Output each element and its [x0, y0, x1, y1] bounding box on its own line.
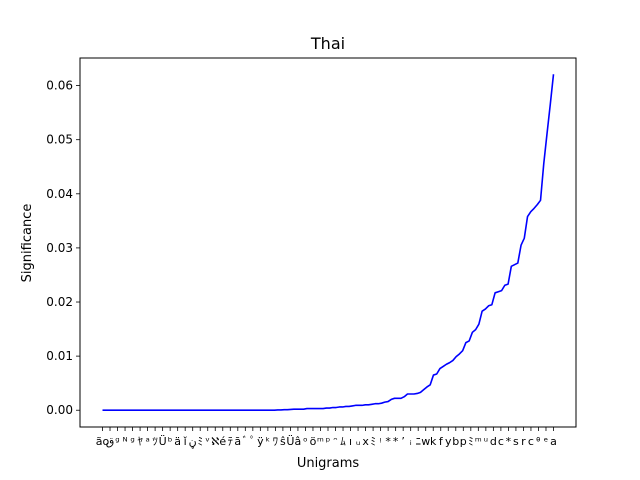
x-tick-label: ℵ: [211, 435, 219, 448]
x-tick-label: ᶢ: [115, 435, 119, 448]
x-tick-label: ᵎ: [380, 435, 382, 448]
x-tick-label: ᵛ: [205, 435, 210, 448]
x-tick-label: ᵐ: [317, 435, 324, 448]
x-tick-label: d: [490, 435, 497, 448]
x-tick-label: ᵒ: [303, 435, 308, 448]
x-tick-label: x: [362, 435, 369, 448]
x-tick-label: *: [506, 435, 512, 448]
x-tick-label: ᵐ: [475, 435, 482, 448]
x-tick-label: b: [452, 435, 459, 448]
x-tick-label: ﾐ: [468, 435, 474, 448]
x-tick-label: p: [460, 435, 467, 448]
y-tick-label: 0.06: [46, 79, 73, 93]
x-tick-label: ’: [401, 435, 405, 448]
x-tick-label: ŝ: [280, 435, 286, 448]
y-tick-label: 0.02: [46, 295, 73, 309]
x-tick-label: w: [421, 435, 430, 448]
x-tick-label: ᵢ: [410, 435, 412, 448]
y-tick-label: 0.04: [46, 187, 73, 201]
x-tick-label: ﾔ: [137, 435, 143, 448]
x-tick-label: ÿ: [257, 435, 264, 448]
x-tick-label: ﾆ: [415, 435, 421, 448]
x-tick-label: ão: [96, 435, 110, 448]
x-tick-label: ö: [310, 435, 317, 448]
x-tick-label: ᵘ: [484, 435, 488, 448]
x-tick-label: ǐ: [183, 435, 188, 448]
x-tick-label: ᵇ: [168, 435, 173, 448]
x-tick-label: *: [393, 435, 399, 448]
x-tick-label: *: [385, 435, 391, 448]
x-tick-label: ı: [349, 435, 352, 448]
x-tick-label: ﾂ: [152, 435, 158, 448]
x-tick-label: Ü: [286, 435, 294, 448]
x-tick-label: ᶿ: [536, 435, 541, 448]
series-line: [102, 74, 555, 412]
x-tick-label: ﾑ: [340, 435, 346, 448]
x-axis-label: Unigrams: [297, 456, 360, 471]
x-tick-label: â: [295, 435, 302, 448]
x-tick-label: ᵖ: [326, 435, 331, 448]
x-tick-label: a: [550, 435, 557, 448]
y-tick-label: 0.03: [46, 241, 73, 255]
plot-background: [80, 58, 576, 427]
x-tick-label: ᵔ: [333, 435, 338, 448]
x-tick-label: ﾃ: [228, 435, 234, 448]
x-tick-label: ā: [234, 435, 241, 448]
x-tick-label: ᵏ: [266, 435, 271, 448]
x-tick-label: ﾐ: [370, 435, 376, 448]
y-tick-label: 0.00: [46, 403, 73, 417]
x-tick-label: r: [521, 435, 526, 448]
x-tick-label: é: [219, 435, 226, 448]
chart-title: Thai: [310, 34, 345, 53]
y-axis-ticks: 0.00 0.01 0.02 0.03 0.04 0.05 0.06: [46, 79, 80, 417]
x-tick-label: Ü: [159, 435, 167, 448]
x-tick-label: ᵤ: [356, 435, 360, 448]
x-tick-label: ä: [174, 435, 181, 448]
x-tick-label: s: [513, 435, 519, 448]
x-tick-label: ﾟ: [250, 435, 256, 448]
x-tick-label: ﾞ: [243, 435, 249, 448]
plot-frame: [79, 57, 577, 428]
x-tick-label: ᵍ: [130, 435, 134, 448]
x-tick-label: k: [430, 435, 437, 448]
x-tick-label: ڼ: [189, 435, 197, 449]
x-tick-label: ᴺ: [122, 435, 127, 448]
x-tick-label: ᵃ: [145, 435, 149, 448]
x-tick-label: ﾜ: [273, 435, 279, 448]
x-tick-label: ق: [106, 435, 115, 448]
x-tick-label: c: [528, 435, 534, 448]
x-tick-label: c: [498, 435, 504, 448]
x-tick-label: ᵉ: [544, 435, 549, 448]
y-tick-label: 0.05: [46, 133, 73, 147]
x-tick-label: f: [439, 435, 444, 448]
x-tick-label: ﾐ: [197, 435, 203, 448]
x-tick-label: y: [445, 435, 452, 448]
y-axis-label: Significance: [20, 204, 35, 283]
y-tick-label: 0.01: [46, 349, 73, 363]
